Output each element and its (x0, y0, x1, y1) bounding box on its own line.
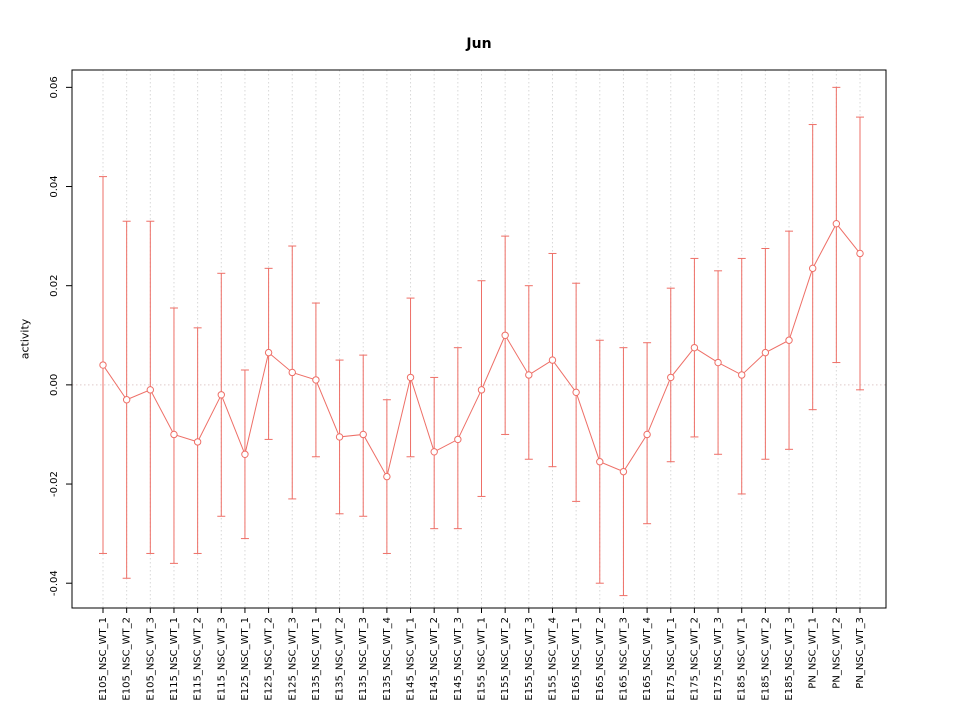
x-tick-label: E105_NSC_WT_1 (98, 617, 109, 701)
data-point (406, 373, 415, 382)
x-tick-label: E125_NSC_WT_3 (287, 617, 298, 701)
data-point (572, 388, 580, 397)
data-point (170, 430, 178, 439)
x-tick-label: E155_NSC_WT_3 (524, 617, 535, 701)
plot-box (71, 69, 887, 609)
x-tick-label: E125_NSC_WT_1 (240, 617, 251, 701)
x-tick-label: E165_NSC_WT_1 (571, 617, 582, 701)
data-point (146, 386, 155, 394)
data-point (288, 368, 296, 377)
x-tick-label: E125_NSC_WT_2 (264, 617, 275, 701)
x-tick-label: E185_NSC_WT_2 (760, 617, 771, 701)
data-point (525, 371, 533, 379)
data-point (99, 361, 107, 369)
data-point (548, 356, 557, 364)
data-point (430, 448, 438, 456)
x-tick-label: E165_NSC_WT_4 (642, 617, 653, 701)
x-tick-label: E145_NSC_WT_3 (453, 617, 464, 701)
data-point (856, 249, 864, 258)
data-point (193, 438, 202, 446)
x-tick-label: E145_NSC_WT_2 (429, 617, 440, 701)
x-tick-label: E165_NSC_WT_3 (618, 617, 629, 701)
data-point (761, 348, 770, 357)
x-tick-label: E115_NSC_WT_1 (169, 617, 180, 701)
data-point (477, 386, 486, 394)
data-point (264, 348, 273, 357)
data-point (501, 331, 509, 339)
x-tick-label: E145_NSC_WT_1 (406, 617, 417, 701)
x-tick-label: PN_NSC_WT_3 (855, 617, 866, 689)
x-tick-label: E105_NSC_WT_2 (122, 617, 133, 701)
x-tick-label: E135_NSC_WT_4 (382, 617, 393, 701)
chart-title: Jun (466, 36, 492, 52)
x-tick-label: E175_NSC_WT_2 (689, 617, 700, 701)
data-point (454, 435, 462, 444)
x-tick-label: E175_NSC_WT_1 (666, 617, 677, 701)
data-point (714, 358, 722, 367)
x-tick-label: E135_NSC_WT_3 (358, 617, 369, 701)
x-tick-label: E155_NSC_WT_4 (547, 617, 558, 701)
x-tick-label: PN_NSC_WT_2 (831, 617, 842, 689)
x-tick-label: E155_NSC_WT_1 (477, 617, 488, 701)
y-tick-label: 0.02 (49, 275, 60, 297)
data-point (690, 343, 699, 352)
data-point (312, 376, 320, 384)
x-tick-label: E185_NSC_WT_3 (784, 617, 795, 701)
x-tick-label: E105_NSC_WT_3 (145, 617, 156, 701)
data-point (785, 336, 793, 344)
data-point (241, 450, 249, 458)
x-axis-ticks (102, 608, 861, 613)
data-point (359, 430, 367, 439)
y-tick-label: 0.00 (49, 374, 60, 396)
y-tick-label: 0.06 (49, 76, 60, 98)
y-axis-title: activity (18, 318, 32, 360)
data-point (808, 264, 817, 273)
data-point (738, 371, 746, 379)
y-tick-label: -0.04 (49, 570, 60, 596)
x-tick-label: E115_NSC_WT_3 (216, 617, 227, 701)
x-tick-label: E135_NSC_WT_1 (311, 617, 322, 701)
y-axis-ticks (66, 86, 72, 584)
x-tick-label: E135_NSC_WT_2 (335, 617, 346, 701)
x-tick-label: E185_NSC_WT_1 (737, 617, 748, 701)
data-point (217, 391, 225, 399)
x-tick-label: PN_NSC_WT_1 (808, 617, 819, 689)
data-point (643, 430, 651, 439)
x-tick-label: E155_NSC_WT_2 (500, 617, 511, 701)
data-point (832, 220, 841, 228)
y-tick-label: -0.02 (49, 471, 60, 497)
data-point (383, 472, 391, 481)
data-point (122, 396, 131, 404)
data-points (99, 220, 864, 481)
data-point (335, 433, 344, 441)
x-tick-label: E165_NSC_WT_2 (595, 617, 606, 701)
x-tick-label: E175_NSC_WT_3 (713, 617, 724, 701)
data-point (667, 373, 675, 382)
data-point (596, 458, 604, 466)
data-point (619, 467, 628, 476)
y-axis-tick-labels: -0.04 -0.02 0.00 0.02 0.04 0.06 (49, 76, 60, 596)
x-axis-tick-labels: E105_NSC_WT_1 E105_NSC_WT_2 E105_NSC_WT_3 E… (98, 617, 866, 701)
y-tick-label: 0.04 (49, 175, 60, 197)
x-tick-label: E115_NSC_WT_2 (193, 617, 204, 701)
